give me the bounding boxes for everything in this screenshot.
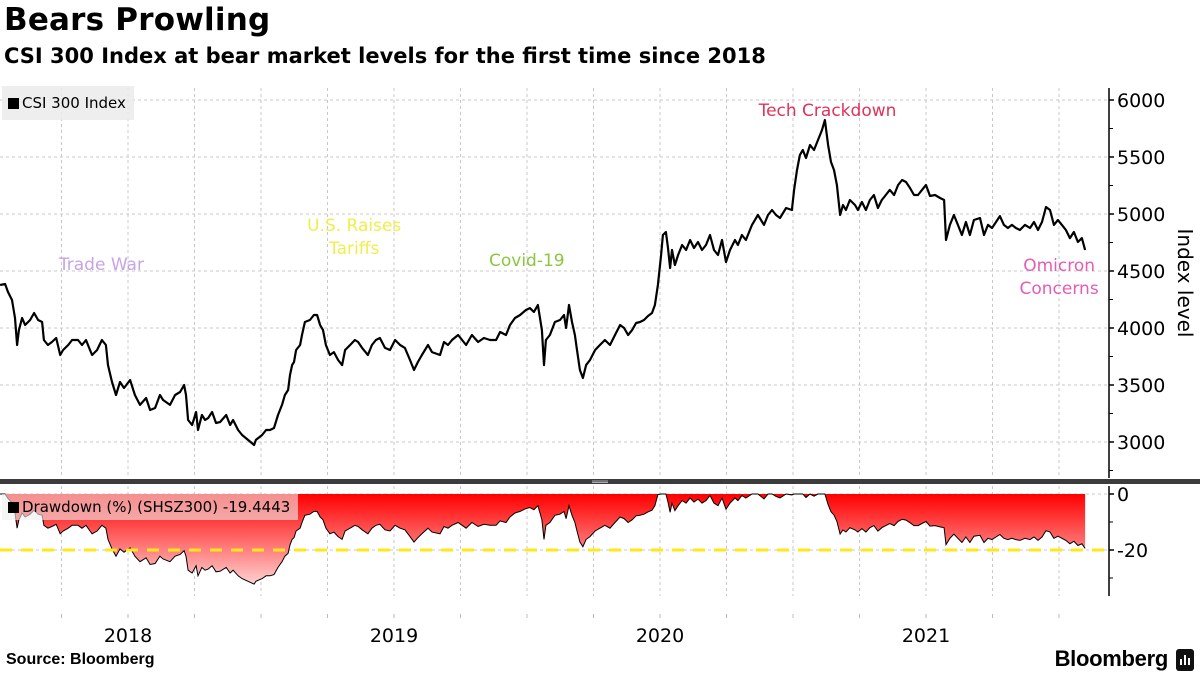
source-note: Source: Bloomberg (6, 651, 155, 668)
annotation-covid: Covid-19 (489, 250, 565, 273)
y-tick-label: 0 (1117, 484, 1129, 506)
annotation-omicron: Omicron Concerns (1020, 255, 1099, 301)
legend-label: CSI 300 Index (22, 94, 126, 112)
y-tick-label: 3000 (1117, 432, 1165, 454)
y-tick-label: 4000 (1117, 318, 1165, 340)
annotation-us-tariffs: U.S. Raises Tariffs (307, 215, 401, 261)
x-tick-label: 2021 (902, 625, 950, 647)
legend-csi300: CSI 300 Index (2, 86, 134, 120)
annotation-text: Omicron (1023, 255, 1095, 276)
y-axis-label: Index level (1173, 229, 1197, 338)
bloomberg-logo: Bloomberg (1054, 646, 1169, 671)
annotation-trade-war: Trade War (59, 254, 144, 277)
annotation-text: Tech Crackdown (758, 100, 897, 121)
annotation-tech-crackdown: Tech Crackdown (759, 100, 897, 123)
y-tick-label: 5500 (1117, 147, 1165, 169)
annotation-text: Concerns (1019, 278, 1099, 299)
y-tick-label: -20 (1117, 540, 1148, 562)
annotation-text: U.S. Raises (307, 215, 402, 236)
x-tick-label: 2020 (636, 625, 684, 647)
x-tick-label: 2018 (104, 625, 152, 647)
csi300-line (0, 118, 1087, 447)
annotation-text: Covid-19 (489, 251, 565, 272)
bloomberg-chart-icon (1176, 649, 1194, 671)
y-tick-label: 6000 (1117, 90, 1165, 112)
y-tick-label: 5000 (1117, 204, 1165, 226)
legend-swatch (8, 97, 19, 109)
y-tick-label: 3500 (1117, 375, 1165, 397)
chart-subtitle: CSI 300 Index at bear market levels for … (4, 44, 766, 68)
upper-gridlines (0, 88, 1109, 478)
annotation-text: Trade War (58, 254, 144, 275)
y-tick-label: 4500 (1117, 261, 1165, 283)
chart-title: Bears Prowling (4, 2, 271, 38)
divider-grip[interactable] (592, 480, 608, 482)
x-tick-label: 2019 (370, 625, 418, 647)
legend-label: Drawdown (%) (SHSZ300) -19.4443 (22, 498, 291, 516)
legend-swatch (8, 501, 19, 513)
drawdown-line (0, 493, 1086, 585)
legend-drawdown: Drawdown (%) (SHSZ300) -19.4443 (2, 494, 299, 520)
annotation-text: Tariffs (329, 238, 380, 259)
divider-grip[interactable] (592, 482, 608, 483)
